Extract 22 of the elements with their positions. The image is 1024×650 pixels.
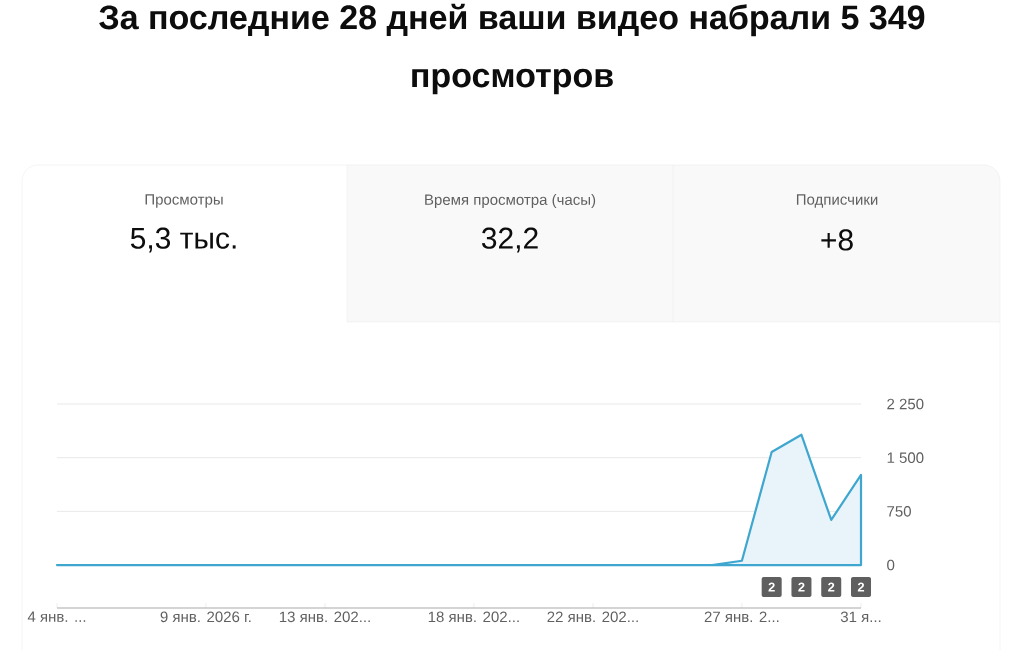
annotation: 2 — [828, 582, 835, 592]
text: Подписчики — [796, 194, 878, 208]
text: 32,2 — [481, 227, 538, 253]
y-tick-label: 1 500 — [887, 452, 924, 463]
x-tick-label: 4 янв. ... — [27, 611, 86, 622]
text: Время просмотра (часы) — [425, 194, 596, 208]
y-tick-label: 750 — [887, 506, 911, 517]
text: +8 — [821, 229, 853, 251]
text: Просмотры — [145, 194, 223, 208]
y-tick-label: 2 250 — [887, 398, 924, 410]
x-tick-label: 9 янв. 2026 г. — [160, 611, 251, 623]
x-tick-label: 18 янв. 202... — [428, 611, 519, 623]
x-tick-label: 22 янв. 202... — [547, 611, 638, 623]
chart-title: За последние 28 дней ваши видео набрали 5 349 просмотров — [99, 3, 925, 95]
text: 5,3 тыс. — [130, 227, 236, 253]
y-tick-label: 0 — [887, 559, 895, 571]
annotation: 2 — [798, 582, 805, 592]
x-tick-label: 27 янв. 2... — [704, 611, 779, 623]
x-tick-label: 31 я... — [840, 611, 881, 623]
annotation: 2 — [768, 582, 775, 592]
annotation: 2 — [857, 582, 865, 592]
x-tick-label: 13 янв. 202... — [279, 611, 370, 623]
